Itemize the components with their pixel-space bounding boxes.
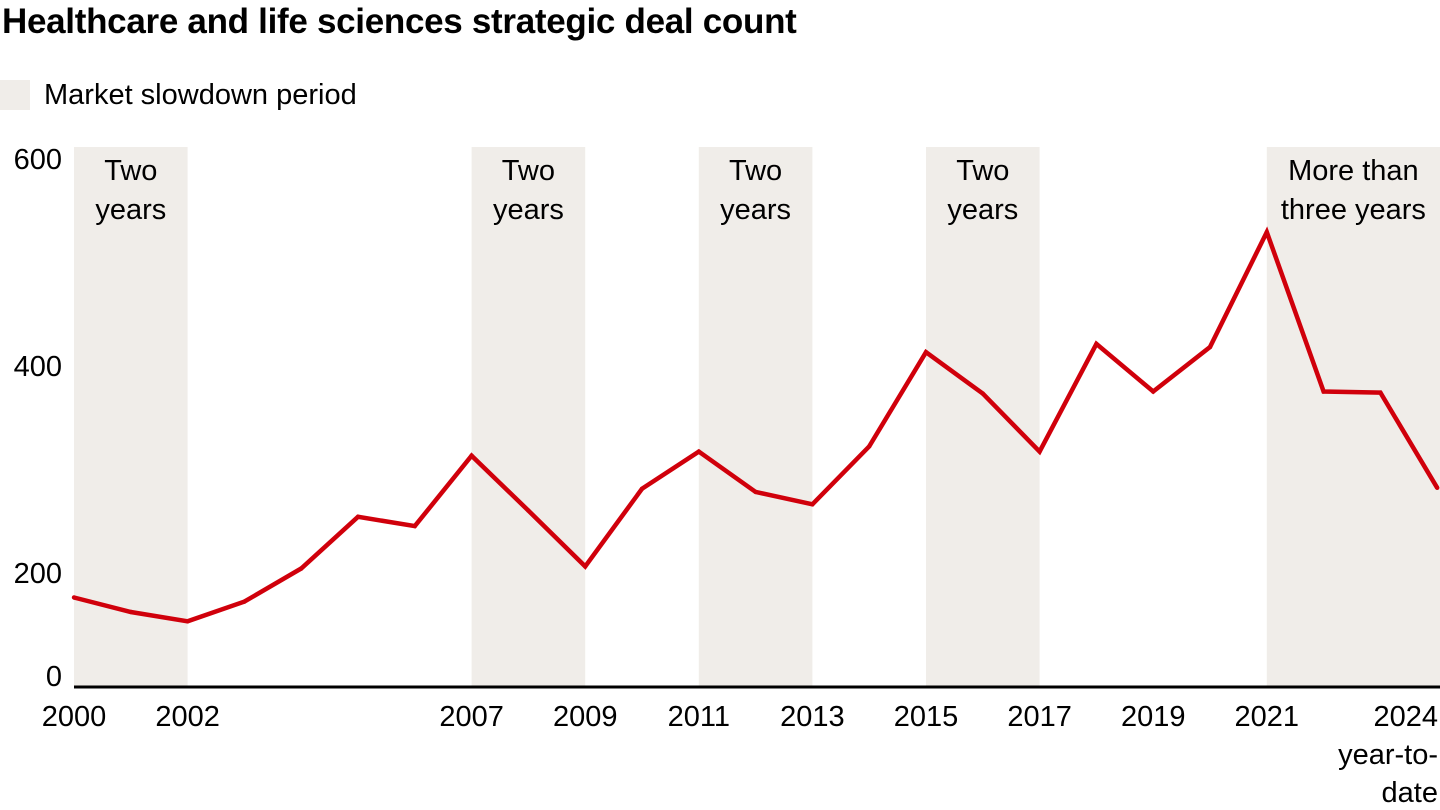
data-point-2004: [299, 566, 304, 571]
data-point-2019: [1151, 389, 1156, 394]
data-point-2010: [639, 486, 645, 492]
shaded-period-label: Two: [104, 155, 157, 187]
x-tick-label-2000: 2000: [42, 701, 107, 733]
x-tick-label-2024: 2024: [1373, 701, 1438, 733]
data-point-2003: [242, 599, 247, 604]
data-point-2017: [1037, 449, 1042, 454]
shaded-period-label: years: [493, 194, 564, 226]
data-point-2012: [753, 489, 758, 495]
shaded-periods: [74, 147, 1440, 687]
y-tick-label-0: 0: [46, 661, 62, 693]
data-point-2023: [1378, 390, 1383, 395]
x-tick-label-2021: 2021: [1235, 701, 1300, 733]
y-tick-label-200: 200: [14, 558, 62, 590]
data-point-2016: [980, 391, 985, 396]
data-point-2020: [1207, 344, 1213, 350]
x-tick-label-2024: date: [1382, 777, 1438, 809]
legend-swatch-slowdown: [0, 80, 30, 110]
y-tick-label-600: 600: [14, 144, 62, 176]
x-tick-label-2017: 2017: [1007, 701, 1072, 733]
shaded-period-label: years: [95, 194, 166, 226]
x-tick-label-2011: 2011: [668, 701, 730, 733]
data-points: [71, 229, 1440, 624]
data-point-2001: [128, 609, 133, 615]
shaded-period-label: Two: [729, 155, 782, 187]
x-tick-label-2013: 2013: [780, 701, 845, 733]
y-tick-label-400: 400: [14, 351, 62, 383]
data-point-2006: [412, 523, 417, 529]
shaded-period-labels: Two years Two years Two years Two years More tha…: [95, 155, 1426, 226]
data-point-2021: [1264, 229, 1270, 235]
shaded-period-label: three years: [1281, 194, 1426, 226]
shaded-period-label: Two: [502, 155, 555, 187]
data-point-2008: [526, 508, 531, 513]
x-tick-label-2024: year-to-: [1338, 739, 1438, 771]
shaded-period-label: More than: [1288, 155, 1419, 187]
data-point-2005: [355, 514, 361, 519]
x-axis-ticks: 2000 2002 2007 2009 2011 2013 2015 2017 2019 2021…: [42, 701, 1438, 809]
data-point-2000: [71, 595, 77, 600]
shaded-period-label: Two: [956, 155, 1009, 187]
data-point-2024: [1435, 485, 1440, 490]
data-point-2002: [185, 619, 190, 624]
shaded-period-2000-2002: [74, 147, 188, 687]
data-point-2007: [469, 453, 474, 458]
x-tick-label-2015: 2015: [894, 701, 959, 733]
data-point-2018: [1094, 341, 1099, 347]
x-tick-label-2002: 2002: [155, 701, 220, 733]
data-point-2015: [923, 349, 929, 355]
legend: Market slowdown period: [0, 78, 357, 112]
shaded-period-2015-2017: [926, 147, 1040, 687]
data-point-2013: [810, 502, 815, 507]
data-point-2009: [583, 564, 588, 569]
shaded-period-2007-2009: [471, 147, 586, 687]
x-tick-label-2009: 2009: [553, 701, 618, 733]
x-tick-label-2007: 2007: [439, 701, 504, 733]
shaded-period-label: years: [720, 194, 791, 226]
shaded-period-2021-2024: [1266, 147, 1440, 687]
chart-title: Healthcare and life sciences strategic d…: [2, 2, 797, 41]
data-point-2011: [696, 449, 701, 454]
y-axis-ticks: 0 200 400 600: [14, 144, 62, 693]
x-tick-label-2019: 2019: [1121, 701, 1186, 733]
legend-label-slowdown: Market slowdown period: [44, 78, 357, 111]
data-point-2014: [867, 444, 872, 449]
data-point-2022: [1321, 389, 1326, 394]
shaded-period-label: years: [947, 194, 1018, 226]
shaded-period-2011-2013: [698, 147, 813, 687]
